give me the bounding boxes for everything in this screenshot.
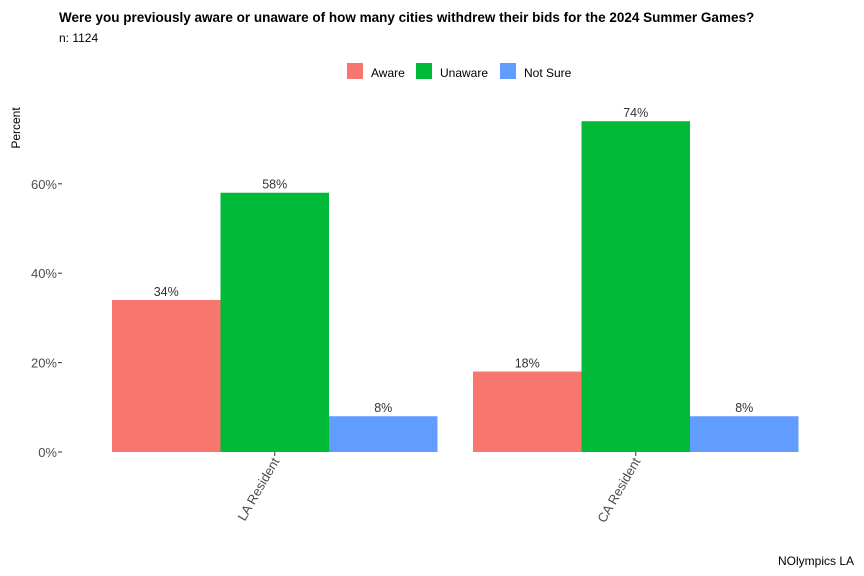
bar-aware-ca-resident [473,371,582,452]
legend: Aware Unaware Not Sure [347,63,572,80]
y-axis-title: Percent [9,107,23,149]
chart-subtitle: n: 1124 [59,31,99,45]
bar-value-label: 8% [374,401,392,415]
chart-caption: NOlympics LA [777,554,854,568]
bar-value-label: 8% [735,401,753,415]
bar-unaware-la-resident [220,192,329,453]
bar-aware-la-resident [112,300,221,452]
bar-unaware-ca-resident [581,121,690,452]
chart-title: Were you previously aware or unaware of … [59,10,755,25]
y-axis: 0% 20% 40% 60% [31,177,62,460]
bar-value-label: 34% [154,285,179,299]
legend-key-unaware [416,63,432,79]
x-tick-label: LA Resident [234,455,282,524]
bar-labels: 34% 58% 8% 18% 74% 8% [154,106,754,415]
bar-not-sure-ca-resident [690,416,799,452]
legend-label-unaware: Unaware [440,66,488,80]
legend-label-aware: Aware [371,66,405,80]
y-tick-label: 20% [31,356,57,371]
bar-value-label: 18% [515,357,540,371]
y-tick-label: 60% [31,177,57,192]
x-tick-label: CA Resident [594,455,643,525]
y-tick-label: 40% [31,266,57,281]
legend-key-not-sure [500,63,516,79]
bar-not-sure-la-resident [329,416,438,452]
legend-key-aware [347,63,363,79]
x-axis: LA Resident CA Resident [234,452,644,525]
bar-value-label: 74% [623,106,648,120]
bar-value-label: 58% [262,178,287,192]
bars [112,121,799,453]
y-tick-label: 0% [38,445,57,460]
legend-label-not-sure: Not Sure [524,66,572,80]
